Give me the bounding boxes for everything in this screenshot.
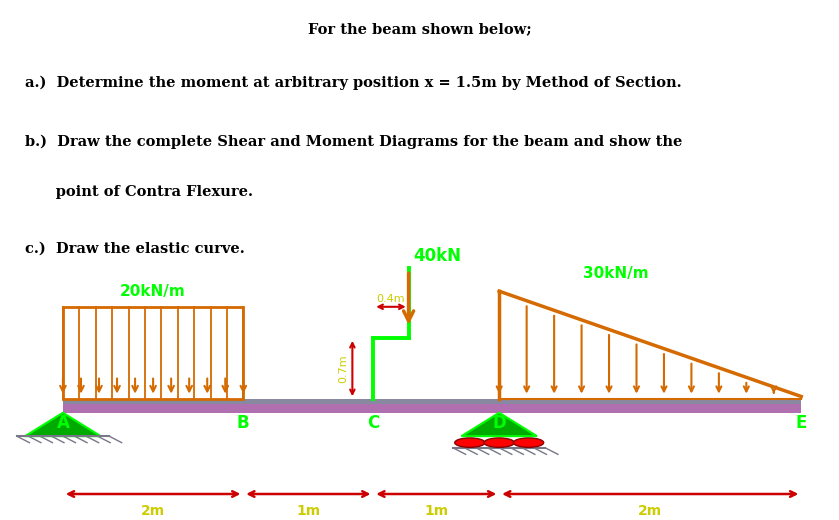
- Text: 40kN: 40kN: [413, 247, 461, 265]
- Polygon shape: [25, 413, 101, 436]
- Circle shape: [513, 438, 544, 447]
- Text: D: D: [492, 414, 506, 432]
- Text: 1m: 1m: [296, 504, 320, 518]
- Polygon shape: [461, 413, 537, 436]
- Bar: [63, 399, 801, 406]
- Text: A: A: [56, 414, 70, 432]
- Text: b.)  Draw the complete Shear and Moment Diagrams for the beam and show the: b.) Draw the complete Shear and Moment D…: [25, 135, 683, 149]
- Text: For the beam shown below;: For the beam shown below;: [308, 22, 531, 36]
- Text: E: E: [795, 414, 807, 432]
- Text: 0.4m: 0.4m: [377, 294, 405, 304]
- Text: 1m: 1m: [425, 504, 448, 518]
- Text: C: C: [367, 414, 379, 432]
- Circle shape: [484, 438, 514, 447]
- Text: 20kN/m: 20kN/m: [120, 284, 186, 299]
- Bar: [63, 405, 801, 413]
- Text: 0.7m: 0.7m: [338, 354, 348, 383]
- Text: B: B: [237, 414, 250, 432]
- Text: point of Contra Flexure.: point of Contra Flexure.: [25, 185, 253, 199]
- Text: 2m: 2m: [638, 504, 662, 518]
- Circle shape: [455, 438, 485, 447]
- Text: 2m: 2m: [141, 504, 165, 518]
- Bar: [63, 307, 243, 399]
- Text: 30kN/m: 30kN/m: [583, 266, 649, 281]
- Text: c.)  Draw the elastic curve.: c.) Draw the elastic curve.: [25, 241, 245, 255]
- Text: a.)  Determine the moment at arbitrary position x = 1.5m by Method of Section.: a.) Determine the moment at arbitrary po…: [25, 76, 682, 90]
